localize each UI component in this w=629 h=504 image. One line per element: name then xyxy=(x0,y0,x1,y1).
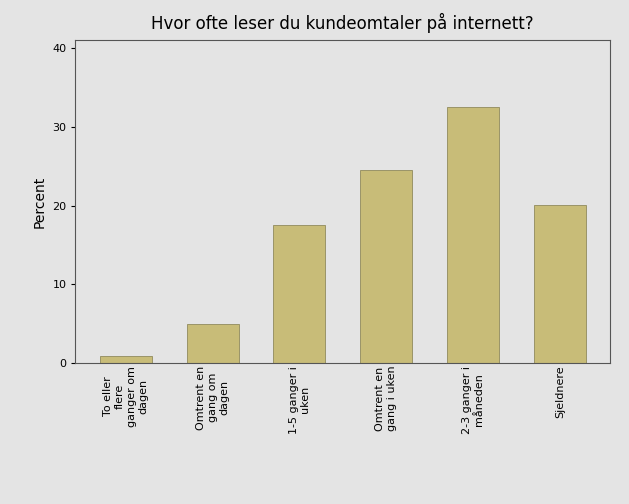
Bar xyxy=(100,356,152,363)
Y-axis label: Percent: Percent xyxy=(33,175,47,228)
Bar xyxy=(274,225,325,363)
Bar xyxy=(360,170,412,363)
Bar xyxy=(187,324,238,363)
Bar xyxy=(534,205,586,363)
Title: Hvor ofte leser du kundeomtaler på internett?: Hvor ofte leser du kundeomtaler på inter… xyxy=(152,13,534,33)
Bar xyxy=(447,107,499,363)
